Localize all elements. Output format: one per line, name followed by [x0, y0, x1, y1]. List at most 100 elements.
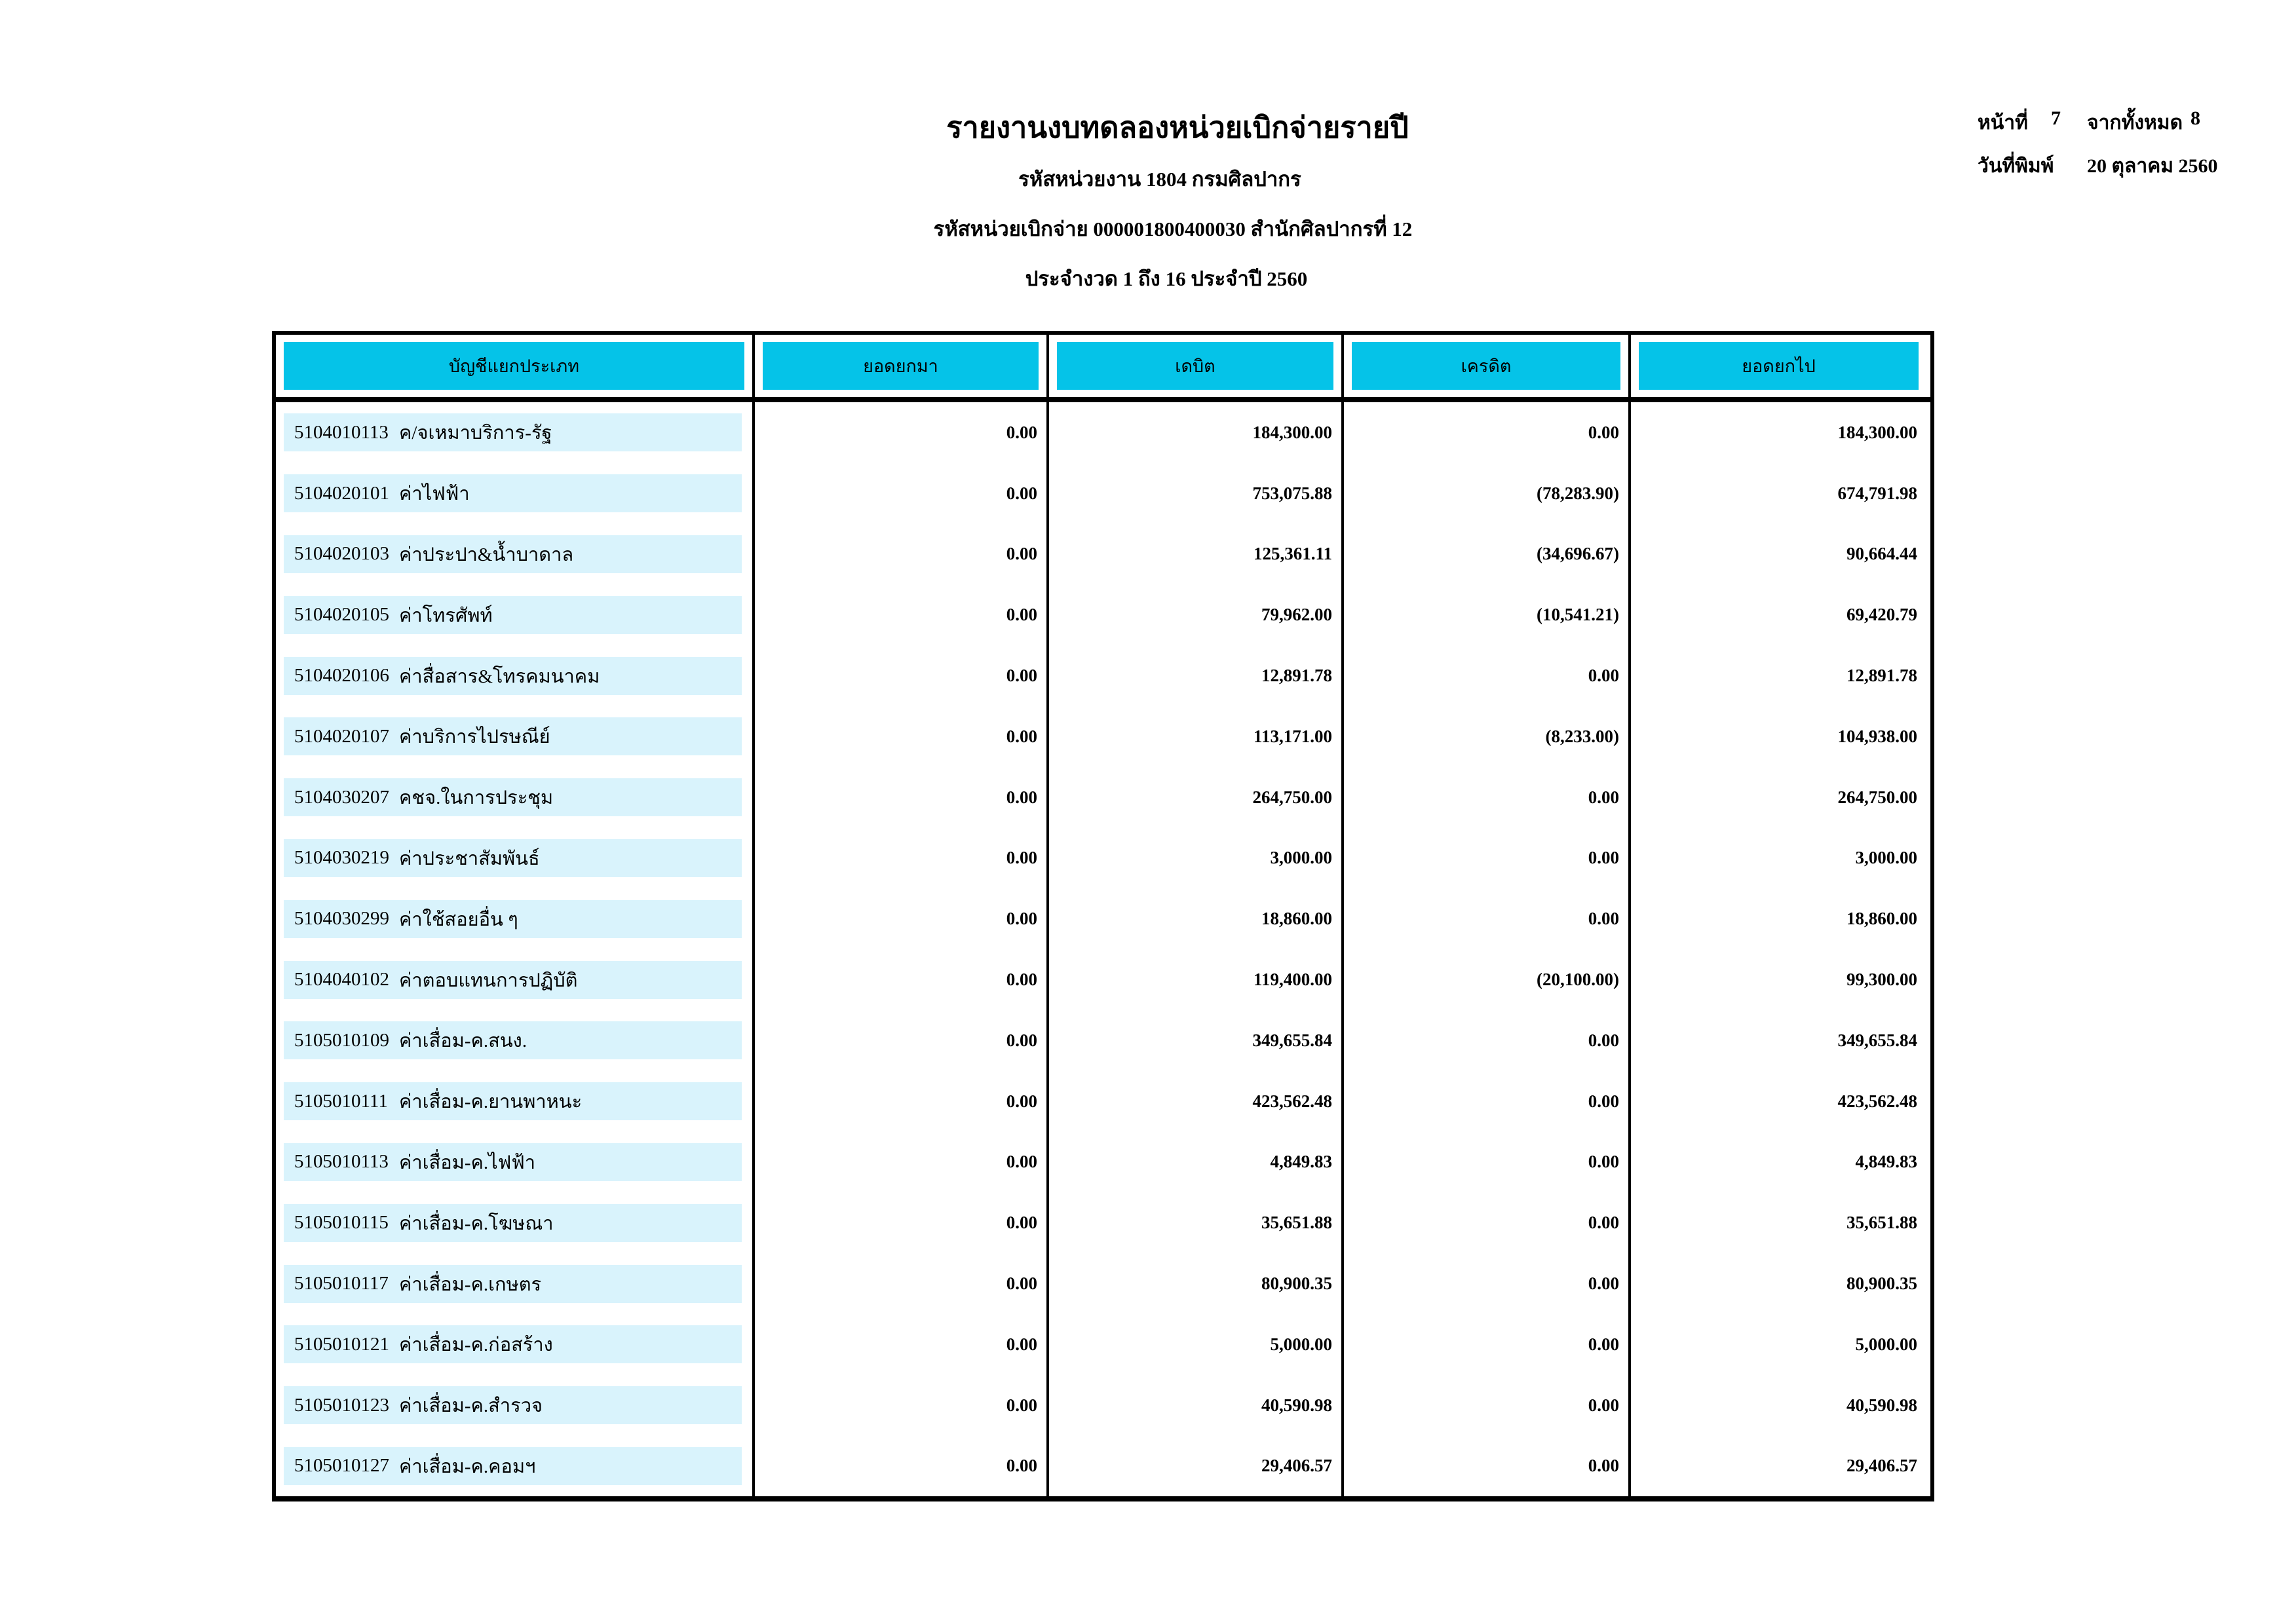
ledger-account-cell: 5104020106 ค่าสื่อสาร&โทรคมนาคม [276, 645, 755, 706]
account-code: 5104020106 [294, 665, 389, 687]
ledger-account-cell: 5105010115 ค่าเสื่อม-ค.โฆษณา [276, 1192, 755, 1254]
balance-carried-forward-cell: 349,655.84 [1837, 1030, 1918, 1050]
account-code: 5104020107 [294, 725, 389, 747]
balance-carried-forward-cell: 4,849.83 [1855, 1152, 1918, 1172]
account-name: ค่าเสื่อม-ค.ก่อสร้าง [399, 1334, 553, 1356]
table-row: 5104040102 ค่าตอบแทนการปฏิบัติ 0.00 119,… [276, 949, 1930, 1010]
debit-cell: 35,651.88 [1049, 1192, 1344, 1254]
credit-cell: 0.00 [1344, 1070, 1631, 1132]
account-highlight-band: 5105010127 ค่าเสื่อม-ค.คอมฯ [284, 1446, 742, 1485]
balance-brought-forward-cell: 0.00 [755, 463, 1049, 524]
table-row: 5105010111 ค่าเสื่อม-ค.ยานพาหนะ 0.00 423… [276, 1070, 1930, 1132]
table-row: 5105010117 ค่าเสื่อม-ค.เกษตร 0.00 80,900… [276, 1253, 1930, 1314]
account-highlight-band: 5104020106 ค่าสื่อสาร&โทรคมนาคม [284, 656, 742, 695]
balance-carried-forward-cell: 35,651.88 [1846, 1213, 1917, 1233]
ledger-account-cell: 5104010113 ค/จเหมาบริการ-รัฐ [276, 402, 755, 463]
debit-cell: 3,000.00 [1049, 827, 1344, 889]
balance-carried-forward-cell: 69,420.79 [1846, 605, 1917, 625]
balance-brought-forward-cell: 0.00 [755, 523, 1049, 585]
credit-cell: 0.00 [1344, 1374, 1631, 1436]
credit-cell: 0.00 [1344, 827, 1631, 889]
account-code: 5104010113 [294, 421, 389, 443]
ledger-account-cell: 5104030219 ค่าประชาสัมพันธ์ [276, 827, 755, 889]
print-date: 20 ตุลาคม 2560 [2087, 155, 2218, 177]
debit-cell: 80,900.35 [1049, 1253, 1344, 1314]
account-highlight-band: 5104030299 ค่าใช้สอยอื่น ๆ [284, 899, 742, 938]
debit-cell: 423,562.48 [1049, 1070, 1344, 1132]
balance-brought-forward-cell: 0.00 [755, 1374, 1049, 1436]
ledger-account-cell: 5105010127 ค่าเสื่อม-ค.คอมฯ [276, 1435, 755, 1497]
balance-carried-forward-cell: 3,000.00 [1855, 848, 1918, 868]
credit-cell: 0.00 [1344, 1313, 1631, 1375]
balance-brought-forward-cell: 0.00 [755, 1253, 1049, 1314]
ledger-account-cell: 5104020101 ค่าไฟฟ้า [276, 463, 755, 524]
credit-cell: (78,283.90) [1344, 463, 1631, 524]
account-highlight-band: 5104010113 ค/จเหมาบริการ-รัฐ [284, 413, 742, 452]
ledger-account-cell: 5105010111 ค่าเสื่อม-ค.ยานพาหนะ [276, 1070, 755, 1132]
column-header-label: เดบิต [1057, 342, 1333, 390]
account-code: 5104030219 [294, 847, 389, 869]
balance-brought-forward-cell: 0.00 [755, 402, 1049, 463]
account-name: ค่าเสื่อม-ค.สำรวจ [399, 1395, 543, 1417]
debit-cell: 753,075.88 [1049, 463, 1344, 524]
total-pages: 8 [2191, 107, 2200, 129]
account-highlight-band: 5105010113 ค่าเสื่อม-ค.ไฟฟ้า [284, 1142, 742, 1181]
account-code: 5104030207 [294, 786, 389, 808]
report-period-line: ประจำงวด 1 ถึง 16 ประจำปี 2560 [1025, 267, 1308, 290]
account-name: ค่าประปา&น้ำบาดาล [399, 544, 574, 565]
balance-brought-forward-cell: 0.00 [755, 645, 1049, 706]
table-row: 5104010113 ค/จเหมาบริการ-รัฐ 0.00 184,30… [276, 402, 1930, 463]
table-body: 5104010113 ค/จเหมาบริการ-รัฐ 0.00 184,30… [276, 402, 1930, 1497]
balance-brought-forward-cell: 0.00 [755, 1435, 1049, 1497]
debit-cell: 40,590.98 [1049, 1374, 1344, 1436]
account-highlight-band: 5105010117 ค่าเสื่อม-ค.เกษตร [284, 1264, 742, 1303]
report-disbursement-line: รหัสหน่วยเบิกจ่าย 000001800400030 สำนักศ… [933, 217, 1413, 240]
balance-carried-forward-cell: 104,938.00 [1837, 726, 1918, 746]
balance-brought-forward-cell: 0.00 [755, 766, 1049, 828]
account-highlight-band: 5105010121 ค่าเสื่อม-ค.ก่อสร้าง [284, 1325, 742, 1364]
table-row: 5105010113 ค่าเสื่อม-ค.ไฟฟ้า 0.00 4,849.… [276, 1131, 1930, 1193]
credit-cell: 0.00 [1344, 645, 1631, 706]
balance-carried-forward-cell: 674,791.98 [1837, 483, 1918, 503]
ledger-account-cell: 5104020107 ค่าบริการไปรษณีย์ [276, 706, 755, 767]
balance-brought-forward-cell: 0.00 [755, 888, 1049, 950]
trial-balance-table: บัญชีแยกประเภท ยอดยกมา เดบิต เครดิต ยอดย… [272, 331, 1934, 1502]
table-row: 5104030219 ค่าประชาสัมพันธ์ 0.00 3,000.0… [276, 827, 1930, 889]
account-code: 5105010123 [294, 1394, 389, 1416]
account-code: 5104040102 [294, 969, 389, 991]
credit-cell: (8,233.00) [1344, 706, 1631, 767]
account-code: 5104020105 [294, 604, 389, 626]
table-row: 5105010123 ค่าเสื่อม-ค.สำรวจ 0.00 40,590… [276, 1374, 1930, 1436]
page-title: รายงานงบทดลองหน่วยเบิกจ่ายรายปี [946, 111, 1409, 144]
balance-brought-forward-cell: 0.00 [755, 1070, 1049, 1132]
table-header-row: บัญชีแยกประเภท ยอดยกมา เดบิต เครดิต ยอดย… [276, 335, 1930, 402]
ledger-account-cell: 5105010117 ค่าเสื่อม-ค.เกษตร [276, 1253, 755, 1314]
balance-brought-forward-cell: 0.00 [755, 827, 1049, 889]
account-highlight-band: 5104020105 ค่าโทรศัพท์ [284, 595, 742, 634]
account-code: 5104020101 [294, 482, 389, 504]
account-code: 5104030299 [294, 908, 389, 930]
ledger-account-cell: 5105010113 ค่าเสื่อม-ค.ไฟฟ้า [276, 1131, 755, 1193]
balance-brought-forward-cell: 0.00 [755, 1131, 1049, 1193]
column-header-balance-carried-forward: ยอดยกไป [1631, 335, 1926, 397]
account-name: ค่าเสื่อม-ค.คอมฯ [399, 1456, 536, 1477]
account-name: ค่าเสื่อม-ค.ไฟฟ้า [399, 1152, 536, 1173]
credit-cell: 0.00 [1344, 888, 1631, 950]
credit-cell: 0.00 [1344, 1010, 1631, 1071]
account-name: ค่าเสื่อม-ค.ยานพาหนะ [399, 1091, 583, 1113]
debit-cell: 18,860.00 [1049, 888, 1344, 950]
table-row: 5104020106 ค่าสื่อสาร&โทรคมนาคม 0.00 12,… [276, 645, 1930, 706]
account-name: ค่าสื่อสาร&โทรคมนาคม [399, 666, 600, 687]
credit-cell: 0.00 [1344, 766, 1631, 828]
debit-cell: 12,891.78 [1049, 645, 1344, 706]
table-row: 5104020103 ค่าประปา&น้ำบาดาล 0.00 125,36… [276, 523, 1930, 585]
debit-cell: 113,171.00 [1049, 706, 1344, 767]
account-highlight-band: 5105010109 ค่าเสื่อม-ค.สนง. [284, 1021, 742, 1060]
balance-carried-forward-cell: 29,406.57 [1846, 1456, 1917, 1476]
account-name: คชจ.ในการประชุม [399, 787, 554, 809]
ledger-account-cell: 5105010123 ค่าเสื่อม-ค.สำรวจ [276, 1374, 755, 1436]
account-highlight-band: 5105010115 ค่าเสื่อม-ค.โฆษณา [284, 1203, 742, 1242]
debit-cell: 119,400.00 [1049, 949, 1344, 1010]
balance-carried-forward-cell: 5,000.00 [1855, 1334, 1918, 1354]
column-header-label: เครดิต [1352, 342, 1620, 390]
